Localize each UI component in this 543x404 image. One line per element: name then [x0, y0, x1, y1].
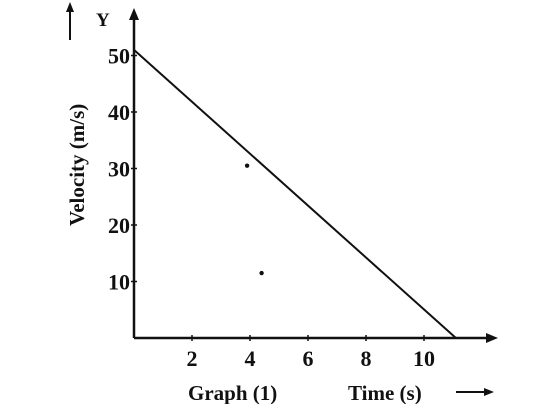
x-tick-label-8: 8	[361, 346, 372, 371]
x-label-arrowhead	[484, 388, 494, 396]
y-tick-label-40: 40	[108, 100, 130, 125]
x-tick-label-6: 6	[303, 346, 314, 371]
y-tick-labels: 10 20 30 40 50	[108, 44, 137, 295]
y-axis-letter: Y	[96, 10, 110, 31]
x-axis-arrowhead	[486, 333, 498, 343]
x-axis-label: Time (s)	[348, 381, 422, 404]
series-line-0	[133, 49, 457, 339]
stray-dot-0	[244, 163, 250, 168]
y-label-arrowhead	[66, 2, 74, 12]
y-axis-label: Velocity (m/s)	[65, 104, 89, 226]
x-tick-label-10: 10	[413, 346, 435, 371]
chart-caption: Graph (1)	[188, 381, 277, 404]
x-tick-label-2: 2	[187, 346, 198, 371]
x-tick-label-4: 4	[245, 346, 256, 371]
axes	[66, 2, 498, 396]
y-axis-arrowhead	[129, 8, 139, 20]
stray-marks	[244, 163, 264, 276]
y-tick-label-50: 50	[108, 44, 130, 69]
y-tick-label-20: 20	[108, 213, 130, 238]
y-tick-label-30: 30	[108, 157, 130, 182]
series-layer	[133, 49, 457, 339]
x-tick-labels: 2 4 6 8 10	[187, 335, 435, 371]
y-tick-label-10: 10	[108, 270, 130, 295]
stray-dot-1	[259, 270, 264, 276]
